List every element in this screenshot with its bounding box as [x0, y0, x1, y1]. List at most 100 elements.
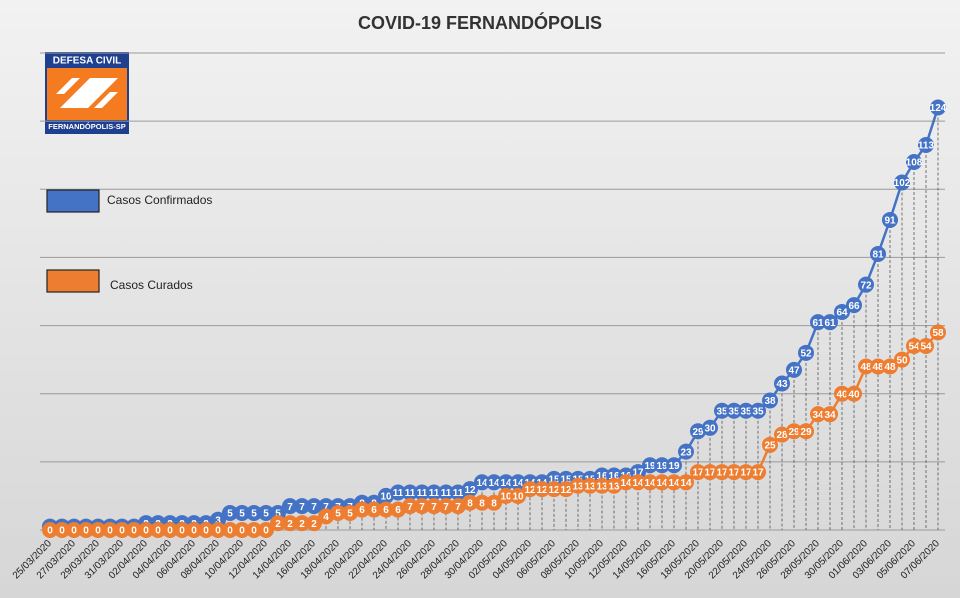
- data-label: 12: [524, 485, 536, 496]
- data-point: [858, 276, 874, 293]
- data-label: 17: [716, 468, 728, 479]
- data-label: 35: [728, 406, 740, 417]
- data-label: 16: [596, 471, 608, 482]
- data-label: 6: [395, 505, 401, 516]
- data-point: [474, 474, 490, 491]
- data-label: 15: [548, 475, 560, 486]
- data-point: [774, 426, 790, 443]
- data-point: [486, 494, 502, 511]
- data-point: [678, 474, 694, 491]
- data-point: [66, 522, 82, 538]
- data-point: [918, 338, 934, 355]
- legend-label: Casos Curados: [110, 278, 193, 292]
- data-label: 3: [215, 515, 221, 526]
- data-point: [882, 358, 898, 375]
- data-label: 5: [239, 509, 245, 520]
- logo-text: FERNANDÓPOLIS-SP: [48, 122, 126, 131]
- data-point: [714, 464, 730, 481]
- data-point: [642, 474, 658, 491]
- data-point: [234, 522, 250, 538]
- data-point: [42, 522, 58, 538]
- data-label: 61: [824, 318, 836, 329]
- data-label: 17: [692, 468, 704, 479]
- data-point: [474, 494, 490, 511]
- data-point: [330, 504, 346, 521]
- data-point: [738, 464, 754, 481]
- data-label: 0: [191, 526, 197, 537]
- data-point: [510, 487, 526, 504]
- data-point: [234, 504, 250, 521]
- data-point: [294, 515, 310, 532]
- data-label: 0: [107, 526, 113, 537]
- data-label: 11: [429, 488, 440, 499]
- data-label: 58: [932, 328, 944, 339]
- data-label: 14: [620, 478, 632, 489]
- data-point: [726, 464, 742, 481]
- data-label: 2: [275, 519, 281, 530]
- data-point: [870, 358, 886, 375]
- data-point: [546, 481, 562, 498]
- data-label: 7: [287, 502, 293, 513]
- data-label: 0: [215, 526, 221, 537]
- data-point: [246, 522, 262, 538]
- data-label: 52: [800, 348, 812, 359]
- data-point: [198, 522, 214, 538]
- data-label: 5: [263, 509, 269, 520]
- data-label: 7: [431, 502, 437, 513]
- data-label: 35: [740, 406, 752, 417]
- chart-title: COVID-19 FERNANDÓPOLIS: [358, 12, 602, 33]
- data-label: 0: [119, 526, 125, 537]
- data-label: 54: [920, 342, 932, 353]
- data-label: 5: [275, 509, 281, 520]
- data-label: 12: [464, 485, 476, 496]
- data-label: 0: [143, 526, 149, 537]
- data-label: 43: [776, 379, 788, 390]
- logo-text: DEFESA CIVIL: [53, 56, 122, 67]
- data-point: [270, 515, 286, 532]
- data-point: [558, 481, 574, 498]
- data-point: [690, 464, 706, 481]
- data-label: 5: [227, 509, 233, 520]
- data-label: 30: [704, 423, 716, 434]
- data-point: [894, 174, 910, 191]
- data-label: 14: [668, 478, 680, 489]
- data-label: 91: [884, 216, 896, 227]
- data-point: [342, 504, 358, 521]
- data-label: 7: [443, 502, 449, 513]
- data-point: [702, 419, 718, 436]
- data-point: [378, 501, 394, 518]
- data-point: [834, 385, 850, 402]
- data-label: 48: [884, 362, 896, 373]
- data-label: 17: [728, 468, 740, 479]
- data-label: 40: [836, 389, 848, 400]
- legend-swatch: [46, 269, 100, 293]
- data-label: 0: [263, 526, 269, 537]
- data-label: 2: [287, 519, 293, 530]
- data-label: 12: [560, 485, 572, 496]
- data-label: 0: [167, 526, 173, 537]
- data-point: [810, 314, 826, 331]
- data-point: [798, 423, 814, 440]
- data-point: [822, 406, 838, 423]
- data-label: 25: [764, 440, 776, 451]
- data-label: 0: [95, 526, 101, 537]
- data-point: [438, 498, 454, 515]
- data-point: [462, 481, 478, 498]
- data-point: [690, 423, 706, 440]
- data-point: [186, 522, 202, 538]
- logo: DEFESA CIVIL FERNANDÓPOLIS-SP: [45, 52, 129, 134]
- data-point: [54, 522, 70, 538]
- data-point: [858, 358, 874, 375]
- data-label: 6: [383, 505, 389, 516]
- data-point: [282, 498, 298, 515]
- data-point: [618, 474, 634, 491]
- data-label: 23: [680, 447, 692, 458]
- data-point: [258, 522, 274, 538]
- data-label: 14: [644, 478, 656, 489]
- data-point: [162, 522, 178, 538]
- data-label: 11: [405, 488, 416, 499]
- data-label: 16: [608, 471, 620, 482]
- data-label: 14: [488, 478, 500, 489]
- data-point: [894, 351, 910, 368]
